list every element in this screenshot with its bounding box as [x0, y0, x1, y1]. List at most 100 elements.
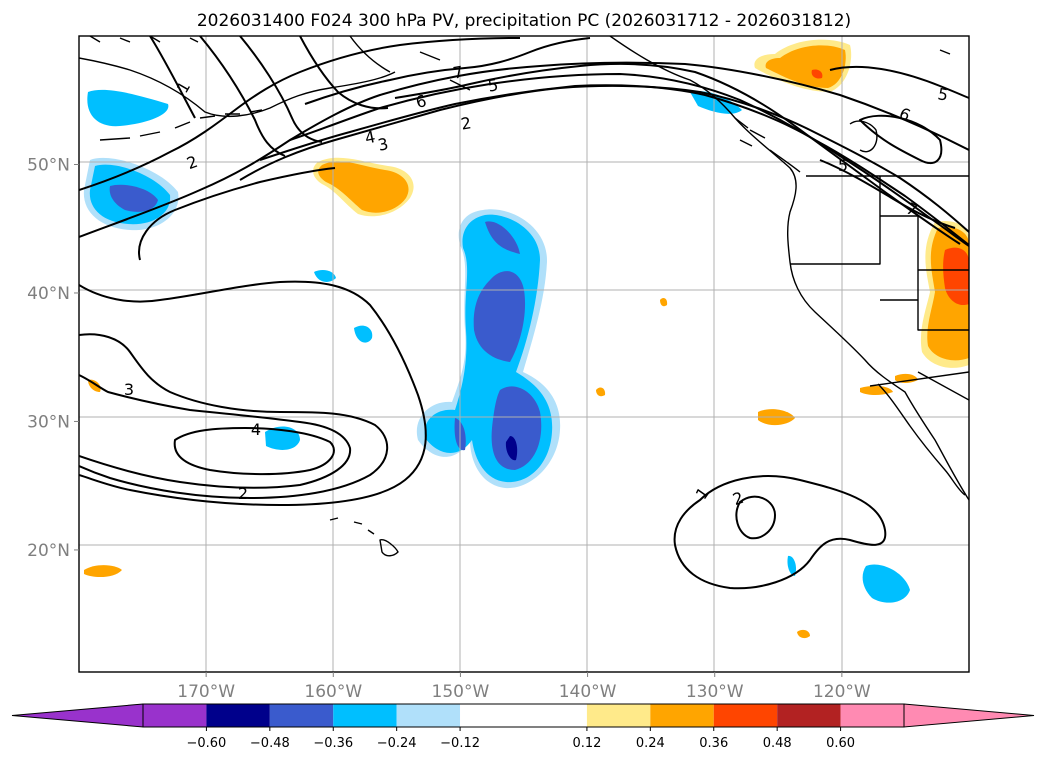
- x-tick-label: 170°W: [177, 682, 235, 702]
- coastline-hawaii: [329, 517, 399, 557]
- colorbar-segment: [840, 704, 904, 727]
- border-states-west: [790, 176, 969, 401]
- pv-contour-level-2-southeast: [735, 495, 776, 540]
- pv-contour-level-1-nw: [149, 36, 196, 119]
- coastline-north-america: [609, 36, 969, 501]
- coastline-hudson: [849, 120, 878, 153]
- precip-area-small-positive-c: [860, 385, 893, 395]
- pv-contour-level-6-east: [859, 114, 943, 165]
- colorbar-tick-label: −0.36: [313, 736, 353, 751]
- x-tick-label: 140°W: [559, 682, 617, 702]
- contour-label-6: 6: [414, 91, 429, 112]
- colorbar-frame: [142, 703, 905, 728]
- precip-area-southeast-negative: [862, 564, 910, 603]
- map-frame: [78, 35, 970, 673]
- pv-contour-level-4-upper: [259, 84, 969, 246]
- pv-contour-level-5-west-loop: [299, 36, 389, 110]
- map-area: [79, 36, 969, 672]
- pv-contour-level-4-west-loop: [239, 36, 323, 143]
- colorbar-tick-label: 0.24: [636, 736, 665, 751]
- pv-contour-level-3-west-loop: [199, 36, 286, 157]
- precip-area-central-negative-peak: [505, 436, 518, 461]
- precip-area-gulf-positive: [318, 161, 409, 213]
- coastline-top-islands: [89, 36, 951, 55]
- pv-contour-level-5-east: [829, 65, 969, 99]
- colorbar-tick-label: 0.36: [699, 736, 728, 751]
- precip-area-small-negative-b: [314, 270, 336, 282]
- colorbar-segment: [650, 704, 714, 727]
- colorbar-tick-label: 0.48: [763, 736, 792, 751]
- colorbar-extend-high: [903, 703, 1035, 728]
- precip-area-northeast-positive-core: [811, 69, 823, 79]
- colorbar-segment: [586, 704, 651, 727]
- pv-contour-level-1-loop: [79, 280, 427, 506]
- precip-area-california-positive-core: [943, 247, 969, 306]
- pv-contour-level-7-east: [819, 159, 956, 229]
- colorbar-segment: [460, 704, 587, 727]
- pv-contour-level-4: [173, 427, 335, 476]
- colorbar-tick-label: 0.60: [826, 736, 855, 751]
- pv-contour-level-7: [304, 37, 591, 105]
- contour-label-7: 7: [451, 62, 464, 82]
- pv-contour-level-2: [79, 37, 521, 191]
- precip-area-subtropical-negative: [265, 426, 300, 450]
- contour-label-3: 3: [124, 380, 134, 399]
- contour-label-5: 5: [936, 84, 949, 104]
- precip-area-central-negative-core-a: [473, 221, 526, 362]
- colorbar-segment: [713, 704, 778, 727]
- precip-area-central-negative-core-b: [454, 386, 542, 470]
- colorbar-tick-label: −0.48: [250, 736, 290, 751]
- x-tick-label: 130°W: [686, 682, 744, 702]
- y-tick-label: 40°N: [27, 284, 70, 304]
- coastline-alaska: [79, 57, 396, 117]
- precip-area-northwest-negative-core: [109, 184, 158, 212]
- precip-area-small-positive-e: [596, 387, 606, 397]
- precip-area-small-negative-a: [354, 325, 373, 343]
- contour-label-5: 5: [838, 156, 848, 175]
- colorbar-tick-label: −0.60: [186, 736, 226, 751]
- contour-label-5: 5: [486, 75, 499, 95]
- pv-contour-level-2-loop: [79, 333, 389, 499]
- contour-label-4: 4: [251, 420, 261, 439]
- coastline-vancouver-islands: [734, 117, 801, 173]
- y-tick-label: 30°N: [27, 412, 70, 432]
- contour-label-4: 4: [363, 127, 377, 148]
- colorbar-tick-label: 0.12: [572, 736, 601, 751]
- x-tick-labels: 170°W 160°W 150°W 140°W 130°W 120°W: [177, 672, 871, 702]
- coastline-aleutians: [99, 109, 263, 141]
- y-tick-label: 50°N: [27, 155, 70, 175]
- contour-label-2: 2: [459, 113, 472, 133]
- contour-label-3: 3: [376, 134, 390, 155]
- precip-area-southeast-negative-small: [787, 555, 797, 576]
- y-tick-label: 20°N: [27, 541, 70, 561]
- colorbar-segment: [143, 704, 207, 727]
- chart-title: 2026031400 F024 300 hPa PV, precipitatio…: [197, 11, 851, 31]
- precip-area-top-left-negative: [87, 89, 169, 127]
- x-tick-label: 160°W: [304, 682, 362, 702]
- colorbar: −0.60 −0.48 −0.36 −0.24 −0.12 0.12 0.24 0.36 0.4…: [11, 703, 1035, 751]
- y-tick-labels: 20°N 30°N 40°N 50°N: [27, 155, 79, 561]
- pv-contour-level-3: [79, 374, 352, 489]
- colorbar-tick-label: −0.12: [440, 736, 480, 751]
- precip-area-small-positive-b: [84, 565, 122, 578]
- precip-filled-areas: [83, 39, 969, 639]
- precip-area-small-positive-f: [660, 297, 668, 307]
- pv-contour-level-6: [394, 63, 961, 245]
- pv-contour-level-1-southeast: [673, 475, 887, 590]
- x-tick-label: 120°W: [813, 682, 871, 702]
- pv-contour-level-2-inner: [138, 167, 336, 261]
- pv-contour-level-1: [79, 61, 969, 238]
- colorbar-tick-label: −0.24: [377, 736, 417, 751]
- colorbar-segment: [333, 704, 397, 727]
- colorbar-segment: [269, 704, 334, 727]
- colorbar-segment: [777, 704, 841, 727]
- precip-area-small-positive-g: [797, 629, 810, 639]
- colorbar-extend-low: [11, 703, 144, 728]
- colorbar-segment: [206, 704, 270, 727]
- coastline-baja: [877, 383, 966, 496]
- colorbar-segment: [396, 704, 461, 727]
- x-tick-label: 150°W: [432, 682, 490, 702]
- contour-label-2: 2: [238, 484, 248, 503]
